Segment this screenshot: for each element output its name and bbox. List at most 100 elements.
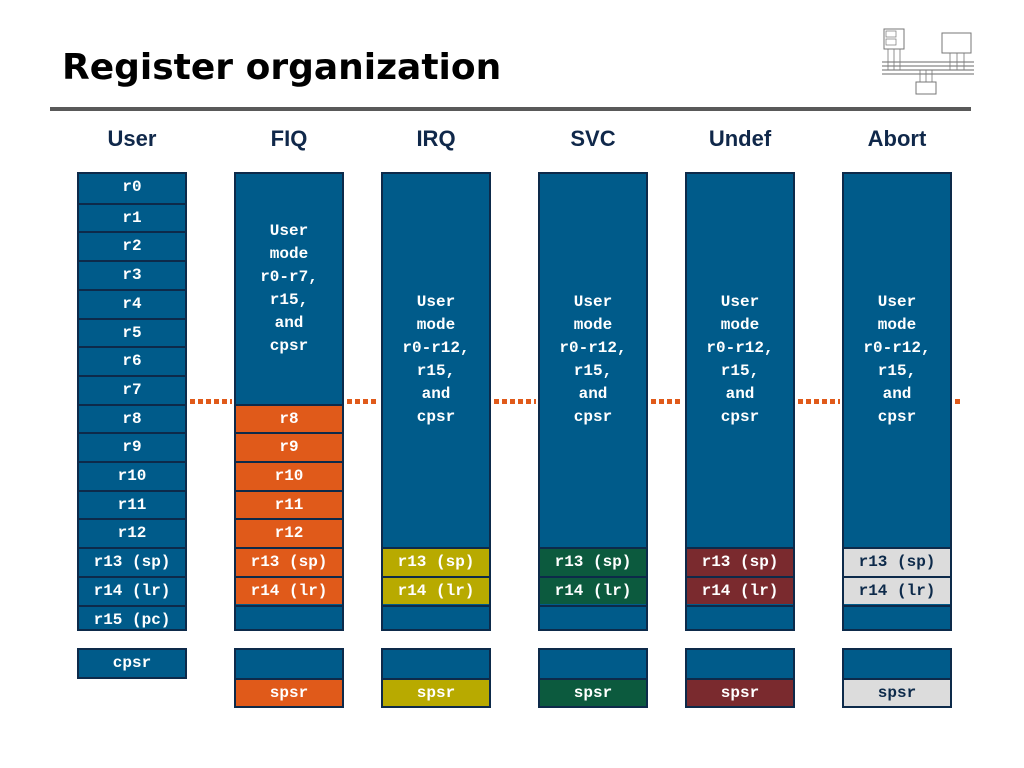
abort-spsr: spsr — [844, 680, 950, 706]
note-line: and — [421, 385, 451, 403]
svc-status-registers: spsr — [538, 648, 648, 708]
irq-shared-registers-note: User mode r0-r12, r15, and cpsr — [383, 291, 489, 429]
note-line: mode — [269, 245, 309, 263]
abort-shared-r15 — [844, 604, 950, 634]
undef-banked-r14-lr: r14 (lr) — [687, 575, 793, 605]
mode-header-undef: Undef — [708, 126, 772, 151]
note-line: r0-r12, — [706, 339, 774, 357]
svc-shared-registers-note: User mode r0-r12, r15, and cpsr — [540, 291, 646, 429]
register-r12: r12 — [79, 518, 185, 547]
fiq-banked-r8: r8 — [236, 403, 342, 433]
fiq-banked-r12: r12 — [236, 518, 342, 548]
register-r3: r3 — [79, 260, 185, 289]
undef-shared-registers-note: User mode r0-r12, r15, and cpsr — [687, 291, 793, 429]
undef-status-registers: spsr — [685, 648, 795, 708]
fiq-spsr: spsr — [236, 680, 342, 706]
note-line: mode — [573, 316, 613, 334]
note-line: r15, — [720, 362, 760, 380]
register-r6: r6 — [79, 346, 185, 375]
mode-header-irq: IRQ — [416, 126, 456, 151]
svc-banked-r14-lr: r14 (lr) — [540, 575, 646, 605]
register-r10: r10 — [79, 461, 185, 490]
note-line: User — [877, 293, 917, 311]
register-r1: r1 — [79, 202, 185, 232]
register-r9: r9 — [79, 432, 185, 461]
fiq-banked-r13-sp: r13 (sp) — [236, 547, 342, 576]
user-cpsr: cpsr — [77, 648, 187, 679]
fiq-status-registers: spsr — [234, 648, 344, 708]
irq-register-bank: User mode r0-r12, r15, and cpsr r13 (sp)… — [381, 172, 491, 631]
computer-architecture-diagram-icon — [882, 28, 974, 95]
note-line: r0-r12, — [559, 339, 627, 357]
mode-header-user: User — [107, 126, 157, 151]
fiq-shared-r15 — [236, 604, 342, 634]
note-line: and — [578, 385, 608, 403]
irq-banked-r14-lr: r14 (lr) — [383, 575, 489, 605]
svc-shared-cpsr — [540, 650, 646, 680]
abort-status-registers: spsr — [842, 648, 952, 708]
register-r5: r5 — [79, 317, 185, 347]
title-divider — [50, 107, 971, 111]
abort-banked-r13-sp: r13 (sp) — [844, 547, 950, 576]
abort-shared-registers-note: User mode r0-r12, r15, and cpsr — [844, 291, 950, 429]
irq-spsr: spsr — [383, 680, 489, 706]
fiq-register-bank: User mode r0-r7, r15, and cpsr r8 r9 r10… — [234, 172, 344, 631]
note-line: r15, — [573, 362, 613, 380]
user-register-bank: r0 r1 r2 r3 r4 r5 r6 r7 r8 r9 r10 r11 r1… — [77, 172, 187, 631]
undef-spsr: spsr — [687, 680, 793, 706]
fiq-shared-registers-note: User mode r0-r7, r15, and cpsr — [236, 220, 342, 358]
note-line: cpsr — [269, 337, 309, 355]
note-line: cpsr — [573, 408, 613, 426]
register-r13-sp: r13 (sp) — [79, 547, 185, 576]
note-line: and — [882, 385, 912, 403]
register-r15-pc: r15 (pc) — [79, 604, 185, 634]
fiq-banked-r11: r11 — [236, 489, 342, 519]
note-line: mode — [416, 316, 456, 334]
fiq-boundary-dotted-line — [651, 399, 683, 404]
fiq-boundary-dotted-line — [798, 399, 840, 404]
irq-shared-cpsr — [383, 650, 489, 680]
fiq-banked-r9: r9 — [236, 432, 342, 461]
fiq-boundary-dotted-line — [347, 399, 379, 404]
register-r0: r0 — [122, 178, 142, 196]
note-line: User — [269, 222, 309, 240]
register-r2: r2 — [79, 231, 185, 260]
note-line: and — [274, 314, 304, 332]
mode-header-abort: Abort — [867, 126, 927, 151]
mode-header-svc: SVC — [570, 126, 616, 151]
register-r4: r4 — [79, 288, 185, 318]
register-r11: r11 — [79, 489, 185, 519]
undef-shared-cpsr — [687, 650, 793, 680]
note-line: r15, — [877, 362, 917, 380]
note-line: and — [725, 385, 755, 403]
note-line: cpsr — [416, 408, 456, 426]
note-line: mode — [877, 316, 917, 334]
svc-banked-r13-sp: r13 (sp) — [540, 547, 646, 576]
svc-spsr: spsr — [540, 680, 646, 706]
irq-banked-r13-sp: r13 (sp) — [383, 547, 489, 576]
abort-banked-r14-lr: r14 (lr) — [844, 575, 950, 605]
irq-status-registers: spsr — [381, 648, 491, 708]
note-line: r15, — [416, 362, 456, 380]
svc-register-bank: User mode r0-r12, r15, and cpsr r13 (sp)… — [538, 172, 648, 631]
undef-register-bank: User mode r0-r12, r15, and cpsr r13 (sp)… — [685, 172, 795, 631]
note-line: r0-r7, — [260, 268, 318, 286]
undef-banked-r13-sp: r13 (sp) — [687, 547, 793, 576]
note-line: mode — [720, 316, 760, 334]
note-line: r0-r12, — [402, 339, 470, 357]
fiq-shared-cpsr — [236, 650, 342, 680]
fiq-banked-r14-lr: r14 (lr) — [236, 575, 342, 605]
note-line: r0-r12, — [863, 339, 931, 357]
svc-shared-r15 — [540, 604, 646, 634]
register-r8: r8 — [79, 403, 185, 433]
note-line: cpsr — [877, 408, 917, 426]
fiq-boundary-dotted-line — [955, 399, 960, 404]
abort-shared-cpsr — [844, 650, 950, 680]
undef-shared-r15 — [687, 604, 793, 634]
note-line: User — [573, 293, 613, 311]
irq-shared-r15 — [383, 604, 489, 634]
fiq-boundary-dotted-line — [190, 399, 232, 404]
note-line: User — [416, 293, 456, 311]
register-r14-lr: r14 (lr) — [79, 575, 185, 605]
note-line: User — [720, 293, 760, 311]
